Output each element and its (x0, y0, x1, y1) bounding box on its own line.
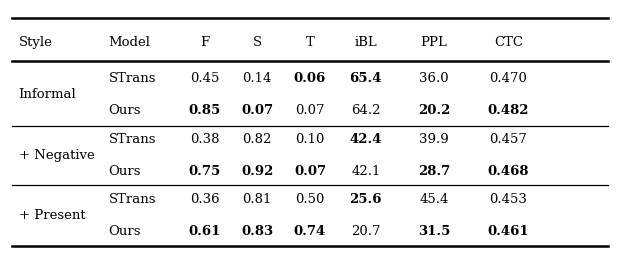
Text: Model: Model (108, 36, 151, 49)
Text: 0.74: 0.74 (294, 225, 326, 238)
Text: 20.7: 20.7 (351, 225, 381, 238)
Text: 0.75: 0.75 (188, 165, 221, 178)
Text: 0.10: 0.10 (295, 133, 325, 146)
Text: + Present: + Present (19, 209, 85, 222)
Text: + Negative: + Negative (19, 149, 94, 162)
Text: 0.461: 0.461 (487, 225, 529, 238)
Text: 0.468: 0.468 (488, 165, 529, 178)
Text: STrans: STrans (108, 72, 156, 85)
Text: iBL: iBL (355, 36, 377, 49)
Text: 42.1: 42.1 (351, 165, 381, 178)
Text: 0.470: 0.470 (489, 72, 528, 85)
Text: 39.9: 39.9 (419, 133, 449, 146)
Text: 0.92: 0.92 (241, 165, 273, 178)
Text: S: S (253, 36, 262, 49)
Text: 0.07: 0.07 (295, 104, 325, 117)
Text: 20.2: 20.2 (418, 104, 450, 117)
Text: 0.81: 0.81 (242, 193, 272, 206)
Text: 0.06: 0.06 (294, 72, 326, 85)
Text: 0.45: 0.45 (190, 72, 219, 85)
Text: STrans: STrans (108, 193, 156, 206)
Text: 0.07: 0.07 (241, 104, 273, 117)
Text: 64.2: 64.2 (351, 104, 381, 117)
Text: 28.7: 28.7 (418, 165, 450, 178)
Text: 31.5: 31.5 (418, 225, 450, 238)
Text: 0.453: 0.453 (489, 193, 528, 206)
Text: 65.4: 65.4 (350, 72, 382, 85)
Text: 36.0: 36.0 (419, 72, 449, 85)
Text: 0.36: 0.36 (190, 193, 219, 206)
Text: 0.38: 0.38 (190, 133, 219, 146)
Text: 0.482: 0.482 (488, 104, 529, 117)
Text: CTC: CTC (494, 36, 523, 49)
Text: 0.07: 0.07 (294, 165, 326, 178)
Text: 0.85: 0.85 (188, 104, 221, 117)
Text: 0.83: 0.83 (241, 225, 273, 238)
Text: F: F (200, 36, 209, 49)
Text: STrans: STrans (108, 133, 156, 146)
Text: 0.82: 0.82 (242, 133, 272, 146)
Text: Style: Style (19, 36, 53, 49)
Text: 0.61: 0.61 (188, 225, 221, 238)
Text: Ours: Ours (108, 104, 141, 117)
Text: PPL: PPL (420, 36, 448, 49)
Text: 42.4: 42.4 (350, 133, 382, 146)
Text: Informal: Informal (19, 88, 76, 101)
Text: 0.457: 0.457 (489, 133, 528, 146)
Text: 0.14: 0.14 (242, 72, 272, 85)
Text: 25.6: 25.6 (350, 193, 382, 206)
Text: 45.4: 45.4 (419, 193, 449, 206)
Text: Ours: Ours (108, 165, 141, 178)
Text: Ours: Ours (108, 225, 141, 238)
Text: 0.50: 0.50 (295, 193, 325, 206)
Text: T: T (306, 36, 314, 49)
